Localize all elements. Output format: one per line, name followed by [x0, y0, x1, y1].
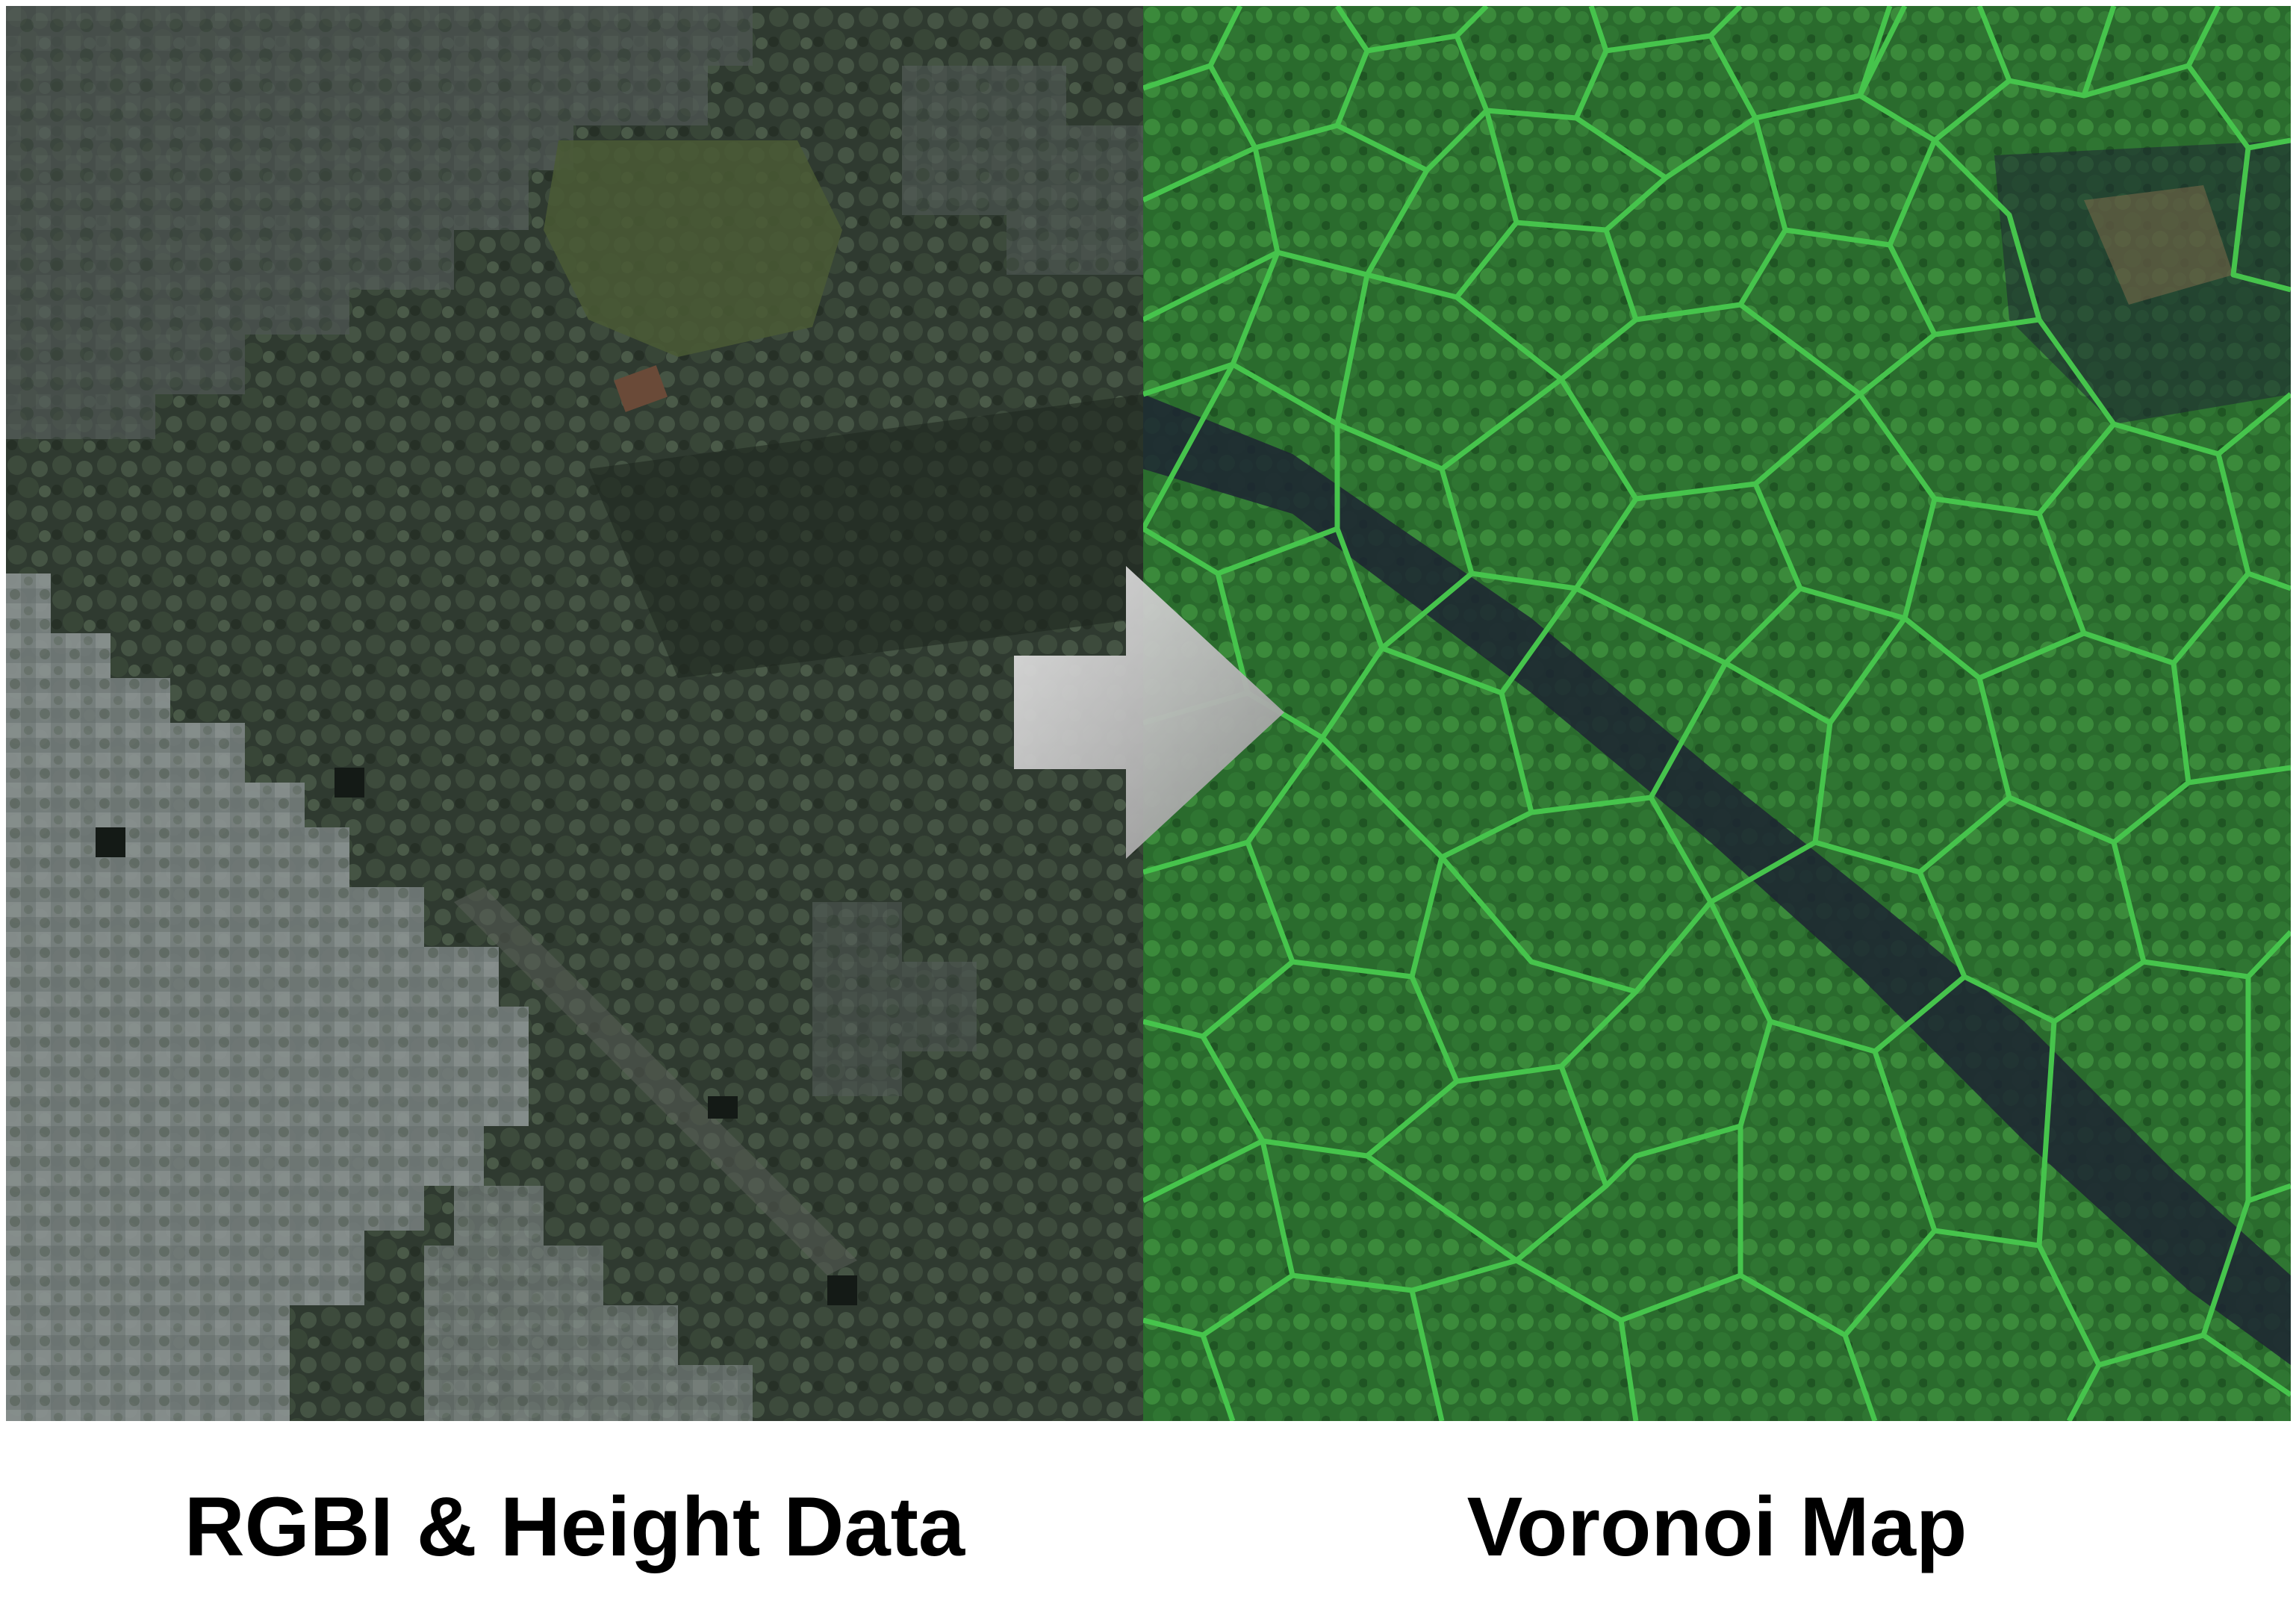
caption-rgbi-height: RGBI & Height Data — [184, 1480, 965, 1573]
caption-voronoi-map: Voronoi Map — [1466, 1480, 1967, 1573]
rgbi-height-canvas — [6, 6, 1143, 1421]
voronoi-canvas — [1143, 6, 2291, 1421]
voronoi-map-image — [1143, 6, 2291, 1421]
rgbi-height-image — [6, 6, 1143, 1421]
right-arrow-icon — [1014, 566, 1284, 859]
